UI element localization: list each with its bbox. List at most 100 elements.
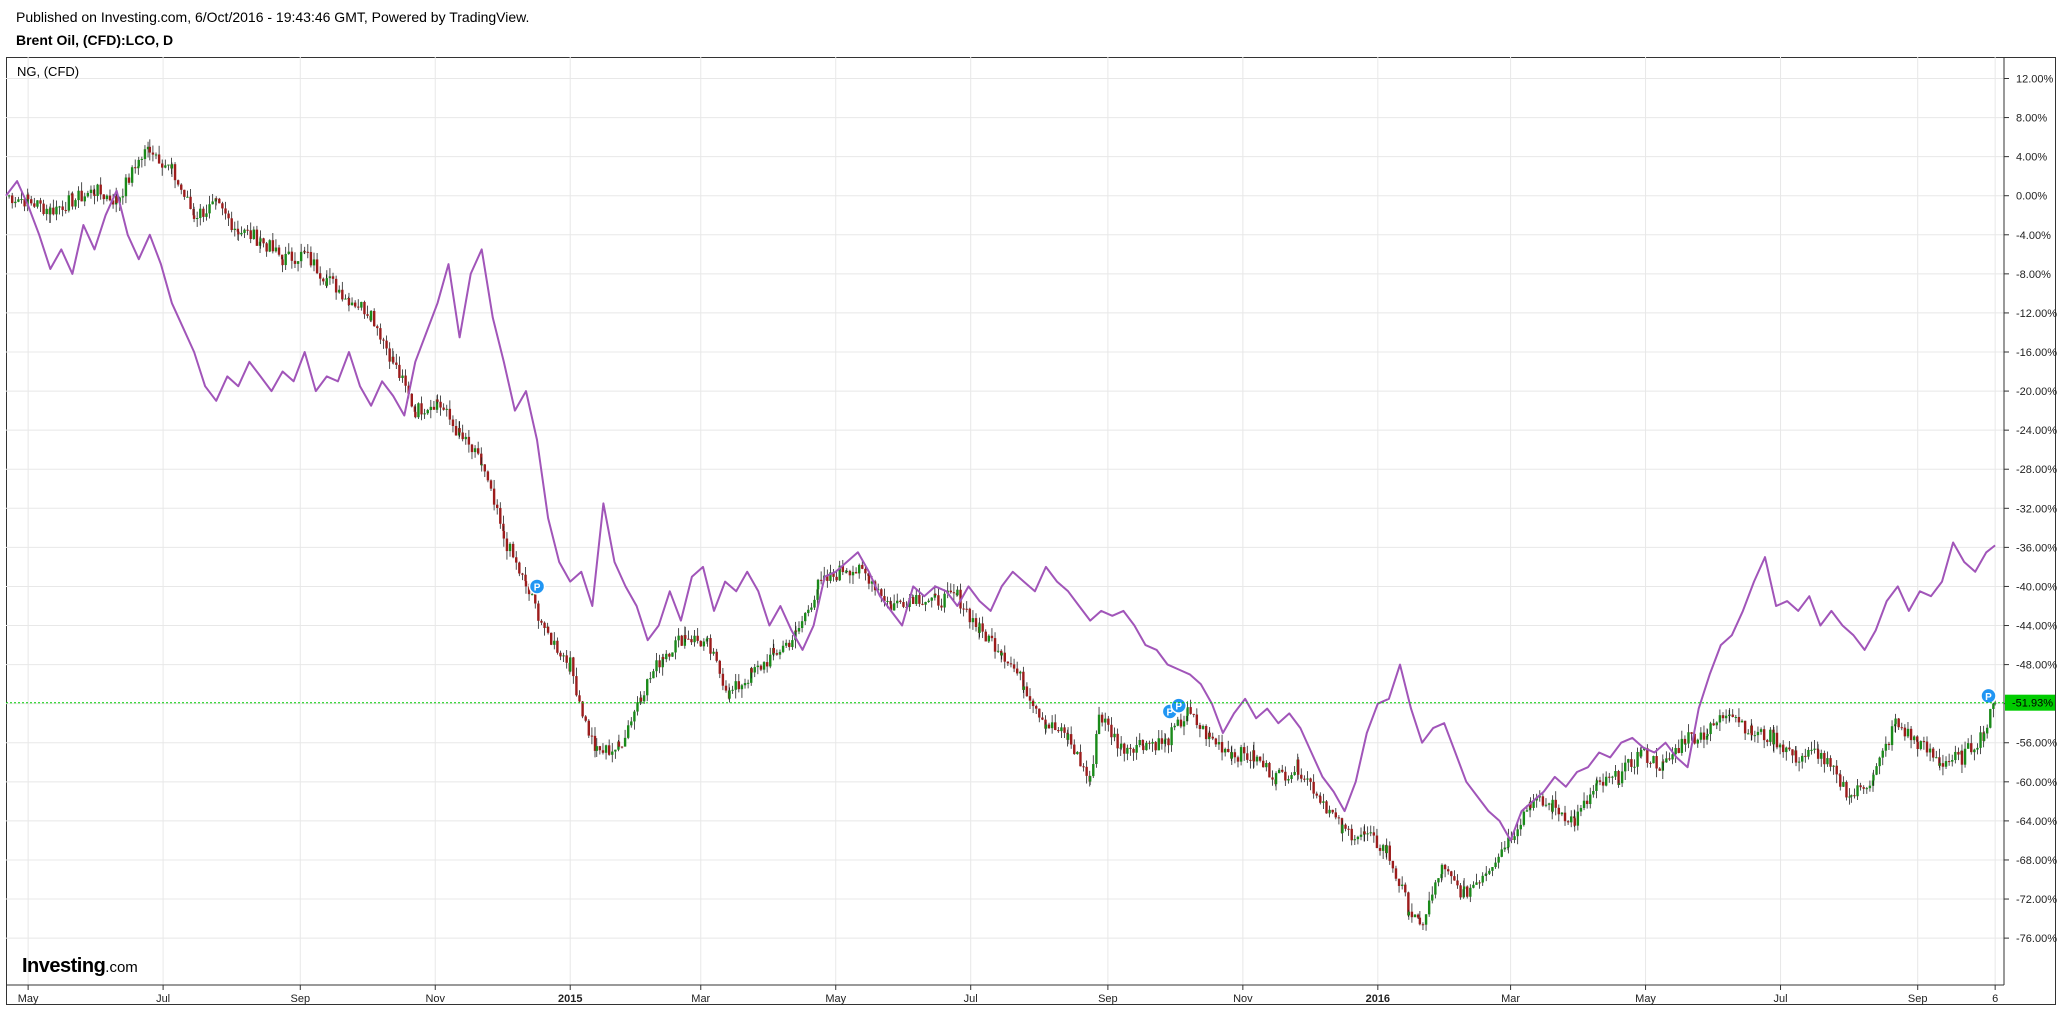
candle-body (797, 628, 801, 632)
candle-body (36, 200, 39, 207)
event-marker-label: P (1985, 692, 1992, 703)
candle-body (1887, 743, 1891, 746)
y-tick-label: -8.00% (2016, 269, 2051, 281)
candle-body (515, 557, 518, 563)
candle-body (1060, 727, 1063, 732)
candle-body (480, 464, 483, 466)
candle-body (537, 603, 540, 621)
candle-body (1576, 811, 1580, 826)
candle-body (350, 302, 354, 306)
candle-body (1982, 733, 1986, 741)
candle-body (92, 189, 96, 195)
candle-body (202, 208, 205, 217)
candle-body (762, 662, 766, 670)
candle-body (1687, 732, 1690, 744)
candle-body (721, 673, 725, 686)
candle-body (546, 626, 550, 633)
candle-body (1541, 796, 1545, 806)
candle-body (338, 289, 341, 293)
candle-body (1034, 706, 1038, 709)
candle-body (1925, 741, 1929, 753)
candle-body (1230, 752, 1233, 759)
candle-body (1547, 803, 1551, 805)
candle-body (1214, 738, 1218, 745)
candle-body (1129, 747, 1132, 749)
candle-body (549, 632, 553, 645)
candle-body (918, 595, 921, 604)
candle-body (1951, 760, 1954, 762)
candle-body (1853, 795, 1856, 797)
candle-body (1031, 700, 1035, 707)
candle-body (1160, 738, 1164, 744)
event-marker[interactable] (1170, 697, 1187, 714)
candle-body (1337, 817, 1341, 819)
candle-body (511, 543, 515, 558)
candle-body (1446, 869, 1450, 872)
x-tick-label: Mar (1501, 993, 1520, 1005)
candle-body (1617, 783, 1621, 785)
candle-body (687, 638, 690, 640)
candle-body (1973, 749, 1976, 753)
candle-body (432, 406, 436, 410)
candle-body (896, 600, 899, 604)
candle-body (146, 146, 150, 150)
candle-body (518, 562, 521, 574)
candle-body (1475, 882, 1478, 885)
candle-body (1614, 771, 1617, 777)
candle-body (1897, 718, 1900, 728)
candle-body (601, 750, 605, 753)
candle-body (924, 601, 927, 605)
candle-body (470, 444, 474, 453)
candle-body (83, 196, 86, 202)
candle-body (1284, 771, 1287, 781)
candle-body (262, 238, 265, 244)
candle-body (819, 579, 823, 581)
candle-body (759, 665, 763, 670)
candle-body (236, 228, 240, 232)
candle-body (971, 618, 975, 623)
candle-body (1044, 724, 1048, 729)
candle-body (1315, 793, 1318, 796)
candle-body (1189, 707, 1192, 714)
candle-body (1255, 756, 1259, 762)
candle-body (1063, 727, 1066, 733)
event-marker[interactable] (1980, 687, 1997, 705)
candle-body (709, 638, 712, 654)
candle-body (1909, 728, 1913, 741)
candle-body (1674, 747, 1677, 755)
candle-body (173, 164, 177, 181)
candle-body (86, 192, 90, 197)
candle-body (1680, 738, 1684, 753)
candle-body (186, 196, 189, 198)
x-tick-label: Sep (1098, 993, 1118, 1005)
candle-body (246, 229, 249, 231)
candle-body (80, 190, 83, 202)
candle-body (952, 592, 956, 594)
candle-body (598, 746, 602, 751)
candle-body (1816, 748, 1819, 750)
candle-body (30, 199, 33, 204)
candle-body (702, 641, 706, 647)
candle-body (258, 241, 262, 246)
candle-body (271, 240, 275, 252)
candle-body (505, 538, 509, 552)
candle-body (753, 667, 756, 673)
candle-body (1529, 801, 1532, 808)
candle-body (1372, 832, 1376, 836)
candle-body (1119, 747, 1122, 749)
candle-body (1769, 729, 1772, 742)
candle-body (731, 689, 734, 691)
candle-body (255, 229, 259, 246)
candle-body (1236, 757, 1240, 762)
event-marker[interactable] (528, 578, 546, 595)
event-marker-label: P (534, 582, 541, 593)
x-tick-label: Jul (964, 993, 978, 1005)
candle-body (1201, 725, 1205, 729)
logo-main: Investing (22, 955, 106, 977)
candle-body (1119, 743, 1123, 748)
candle-body (1592, 790, 1595, 795)
candle-body (1375, 835, 1379, 848)
candle-body (845, 570, 848, 572)
